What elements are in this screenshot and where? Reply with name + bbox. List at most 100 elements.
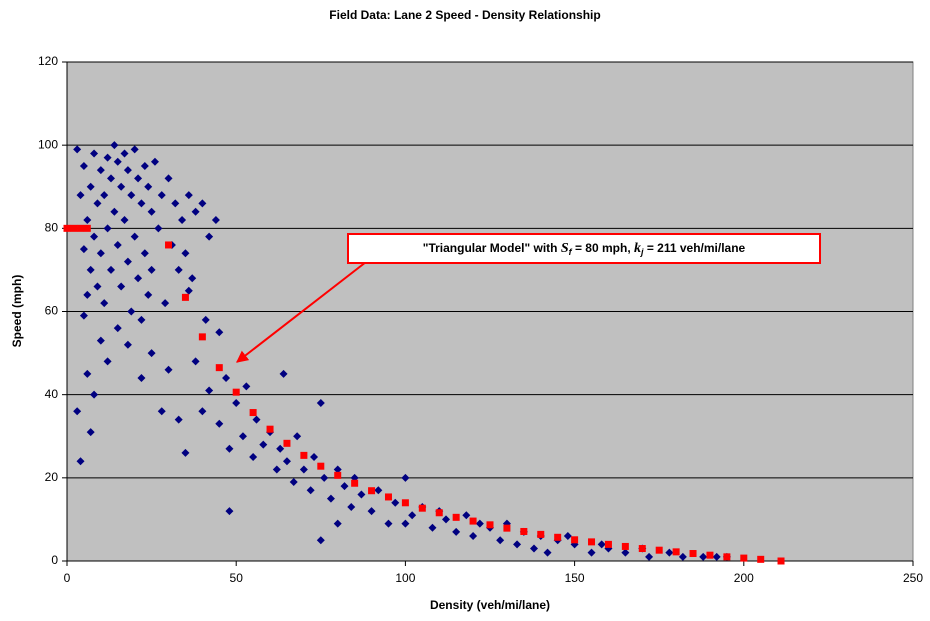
data-point bbox=[83, 290, 92, 299]
model-point bbox=[165, 241, 173, 249]
data-point bbox=[130, 232, 139, 241]
model-point bbox=[655, 546, 663, 554]
data-point bbox=[340, 482, 349, 491]
data-point bbox=[144, 182, 153, 191]
data-point bbox=[215, 419, 224, 428]
model-point bbox=[520, 527, 528, 535]
model-point bbox=[198, 333, 206, 341]
data-point bbox=[462, 511, 471, 520]
data-point bbox=[712, 552, 721, 561]
data-point bbox=[475, 519, 484, 528]
y-axis-label: Speed (mph) bbox=[10, 275, 24, 348]
model-point bbox=[215, 364, 223, 372]
data-point bbox=[326, 494, 335, 503]
model-point bbox=[181, 293, 189, 301]
data-point bbox=[123, 340, 132, 349]
data-point bbox=[299, 465, 308, 474]
model-point bbox=[418, 504, 426, 512]
data-point bbox=[282, 457, 291, 466]
model-point bbox=[249, 409, 257, 417]
model-point bbox=[334, 471, 342, 479]
data-point bbox=[120, 216, 129, 225]
data-point bbox=[597, 540, 606, 549]
data-point bbox=[134, 174, 143, 183]
data-point bbox=[191, 207, 200, 216]
x-axis-label: Density (veh/mi/lane) bbox=[430, 598, 550, 612]
data-point bbox=[496, 536, 505, 545]
data-point bbox=[73, 145, 82, 154]
data-point bbox=[137, 199, 146, 208]
data-point bbox=[79, 161, 88, 170]
data-point bbox=[103, 153, 112, 162]
data-point bbox=[110, 141, 119, 150]
data-point bbox=[225, 444, 234, 453]
data-point bbox=[408, 511, 417, 520]
data-point bbox=[665, 548, 674, 557]
data-point bbox=[469, 532, 478, 541]
model-point bbox=[452, 513, 460, 521]
data-point bbox=[191, 357, 200, 366]
data-point bbox=[181, 249, 190, 258]
model-point bbox=[706, 551, 714, 559]
annotation-arrow bbox=[236, 261, 367, 363]
data-point bbox=[357, 490, 366, 499]
data-point bbox=[316, 536, 325, 545]
data-point bbox=[316, 398, 325, 407]
data-point bbox=[259, 440, 268, 449]
model-point bbox=[384, 493, 392, 501]
data-point bbox=[90, 149, 99, 158]
data-point bbox=[147, 349, 156, 358]
annotation-part: "Triangular Model" with bbox=[423, 241, 561, 255]
data-point bbox=[73, 407, 82, 416]
data-point bbox=[120, 149, 129, 158]
data-point bbox=[76, 457, 85, 466]
data-point bbox=[113, 240, 122, 249]
data-point bbox=[86, 182, 95, 191]
data-point bbox=[100, 299, 109, 308]
model-point bbox=[723, 553, 731, 561]
data-point bbox=[79, 311, 88, 320]
data-point bbox=[699, 552, 708, 561]
model-point bbox=[757, 555, 765, 563]
model-point bbox=[740, 554, 748, 562]
model-point bbox=[317, 462, 325, 470]
model-point bbox=[435, 509, 443, 517]
data-point bbox=[249, 453, 258, 462]
model-point bbox=[486, 521, 494, 529]
model-point bbox=[232, 388, 240, 396]
model-point bbox=[83, 224, 91, 232]
data-point bbox=[184, 286, 193, 295]
data-point bbox=[222, 374, 231, 383]
data-point bbox=[150, 157, 159, 166]
model-point bbox=[571, 536, 579, 544]
data-point bbox=[529, 544, 538, 553]
data-point bbox=[238, 432, 247, 441]
data-point bbox=[401, 519, 410, 528]
annotation-part: S bbox=[561, 241, 569, 256]
model-point bbox=[689, 550, 697, 558]
data-point bbox=[157, 191, 166, 200]
annotation-box bbox=[347, 233, 821, 264]
model-point bbox=[351, 479, 359, 487]
annotation-part: = 80 mph, bbox=[572, 241, 634, 255]
data-point bbox=[83, 369, 92, 378]
data-point bbox=[333, 465, 342, 474]
data-point bbox=[123, 257, 132, 266]
data-point bbox=[90, 232, 99, 241]
data-point bbox=[147, 265, 156, 274]
model-point bbox=[77, 224, 85, 232]
data-point bbox=[117, 182, 126, 191]
y-tick-label: 20 bbox=[45, 470, 59, 484]
data-point bbox=[201, 315, 210, 324]
data-point bbox=[347, 502, 356, 511]
data-point bbox=[144, 290, 153, 299]
data-point bbox=[320, 473, 329, 482]
data-point bbox=[127, 191, 136, 200]
annotation-part: j bbox=[640, 247, 644, 257]
data-point bbox=[106, 174, 115, 183]
data-point bbox=[198, 199, 207, 208]
data-point bbox=[113, 324, 122, 333]
y-tick-label: 0 bbox=[51, 553, 58, 567]
data-point bbox=[171, 199, 180, 208]
